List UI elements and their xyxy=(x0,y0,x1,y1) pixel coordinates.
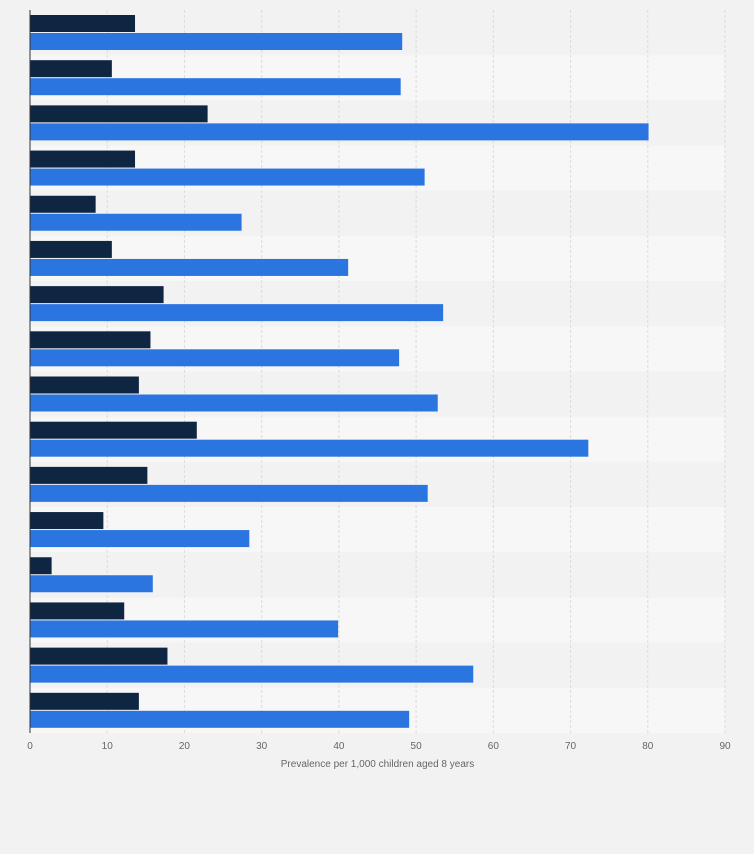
bar-series-1 xyxy=(30,15,136,32)
bar-series-1 xyxy=(30,105,208,123)
bar-series-2 xyxy=(30,123,649,141)
bar-series-2 xyxy=(30,439,589,457)
x-tick-label: 60 xyxy=(488,741,500,752)
bar-series-2 xyxy=(30,304,444,322)
bar-series-1 xyxy=(30,421,197,439)
bar-series-1 xyxy=(30,466,148,484)
bar-series-1 xyxy=(30,150,136,168)
x-tick-label: 10 xyxy=(102,741,114,752)
bar-series-1 xyxy=(30,557,52,575)
x-tick-label: 50 xyxy=(411,741,423,752)
bars xyxy=(30,15,649,728)
x-tick-labels: 0 10 20 30 40 50 60 70 80 90 xyxy=(27,741,731,752)
bar-series-1 xyxy=(30,195,96,213)
bar-series-1 xyxy=(30,512,104,530)
x-tick-label: 70 xyxy=(565,741,577,752)
bar-series-2 xyxy=(30,710,410,728)
bar-series-1 xyxy=(30,647,168,665)
bar-series-2 xyxy=(30,530,250,548)
bar-series-2 xyxy=(30,349,400,367)
bar-series-2 xyxy=(30,33,403,50)
bar-series-2 xyxy=(30,213,242,231)
x-axis-label: Prevalence per 1,000 children aged 8 yea… xyxy=(281,759,474,770)
bar-series-2 xyxy=(30,484,428,502)
x-tick-label: 80 xyxy=(642,741,654,752)
bar-series-2 xyxy=(30,620,339,638)
bar-series-2 xyxy=(30,78,401,96)
x-tick-label: 0 xyxy=(27,741,33,752)
bar-series-1 xyxy=(30,692,139,710)
x-tick-label: 20 xyxy=(179,741,191,752)
bar-series-2 xyxy=(30,258,349,276)
bar-series-1 xyxy=(30,331,151,349)
bar-series-2 xyxy=(30,168,425,186)
x-tick-label: 40 xyxy=(333,741,345,752)
bar-series-1 xyxy=(30,286,164,304)
bar-series-2 xyxy=(30,394,438,412)
bar-series-1 xyxy=(30,60,112,78)
x-tick-label: 30 xyxy=(256,741,268,752)
x-tick-label: 90 xyxy=(719,741,731,752)
bar-series-2 xyxy=(30,575,153,593)
bar-series-1 xyxy=(30,376,139,394)
bar-series-2 xyxy=(30,665,474,683)
bar-series-1 xyxy=(30,240,112,258)
bar-series-1 xyxy=(30,602,125,620)
